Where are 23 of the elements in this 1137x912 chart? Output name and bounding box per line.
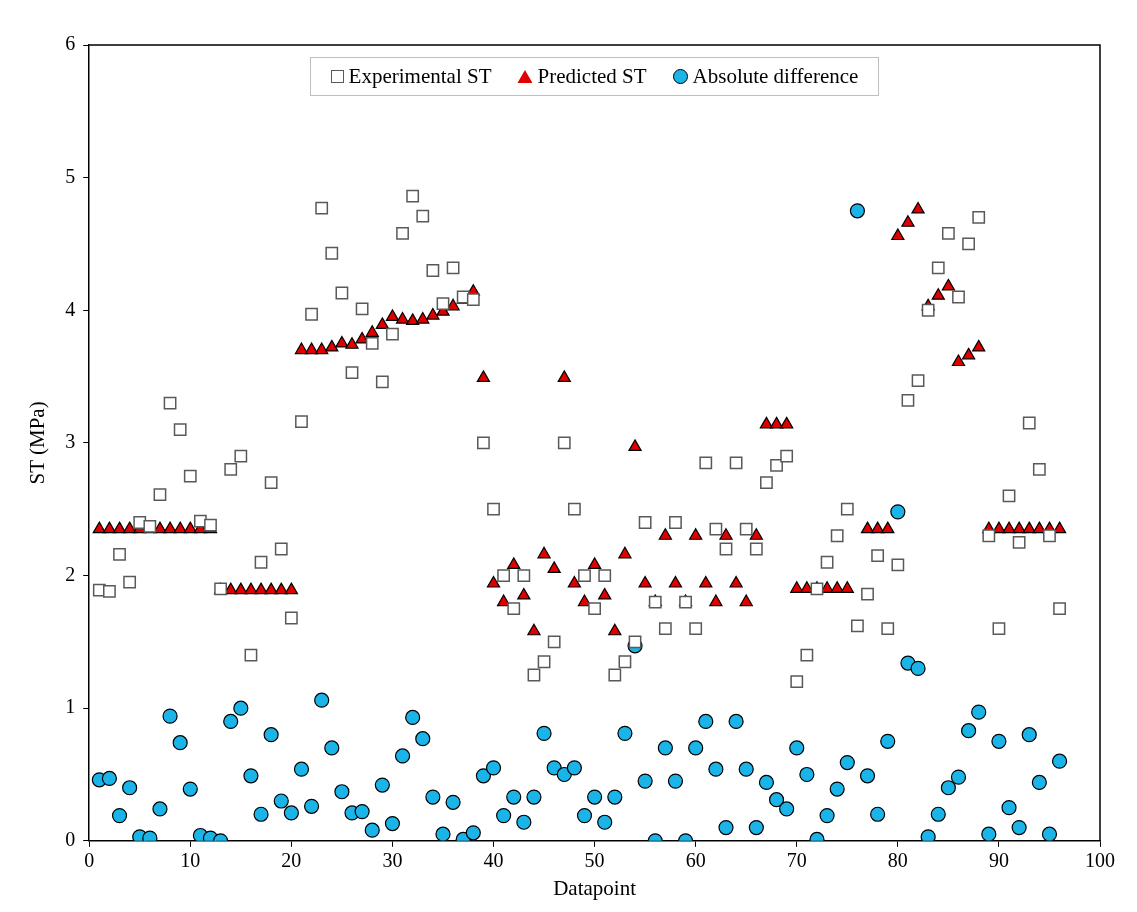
y-tick-label: 6: [65, 32, 76, 55]
y-tick-label: 0: [65, 828, 76, 851]
x-tick-label: 80: [887, 849, 908, 872]
x-tick-label: 100: [1085, 849, 1115, 872]
y-tick-label: 4: [65, 297, 76, 320]
y-tick-label: 3: [65, 430, 76, 453]
x-tick-label: 90: [988, 849, 1009, 872]
x-axis-title: Datapoint: [553, 875, 637, 900]
legend-label: Predicted ST: [537, 64, 647, 89]
y-tick-label: 1: [65, 695, 76, 718]
x-tick-label: 0: [84, 849, 95, 872]
x-tick-label: 20: [281, 849, 302, 872]
x-tick-label: 10: [180, 849, 201, 872]
y-tick-label: 2: [65, 562, 76, 585]
x-tick-label: 30: [382, 849, 403, 872]
x-tick-label: 40: [483, 849, 504, 872]
y-tick-label: 5: [65, 164, 76, 187]
x-tick-label: 50: [584, 849, 605, 872]
legend-label: Experimental ST: [348, 64, 492, 89]
y-axis-title: ST (MPa): [25, 401, 50, 485]
legend-label: Absolute difference: [692, 64, 859, 89]
x-tick-label: 70: [786, 849, 807, 872]
x-tick-label: 60: [685, 849, 706, 872]
